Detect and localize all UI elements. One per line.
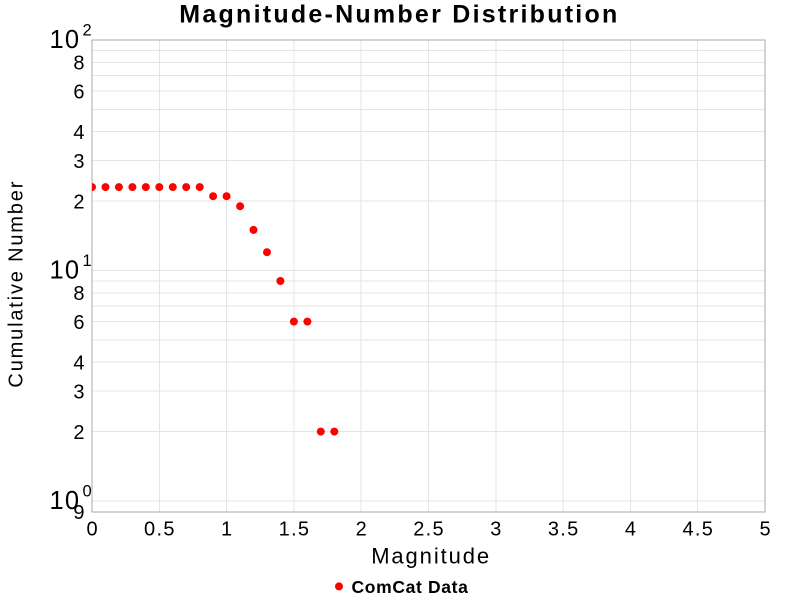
svg-text:10: 10 — [50, 257, 81, 285]
svg-text:10: 10 — [50, 26, 81, 54]
svg-text:2: 2 — [356, 519, 367, 541]
svg-text:2: 2 — [73, 422, 84, 444]
svg-text:1: 1 — [83, 252, 92, 270]
svg-text:0: 0 — [83, 483, 92, 501]
svg-text:6: 6 — [73, 312, 84, 334]
svg-text:4.5: 4.5 — [682, 519, 714, 541]
svg-text:Cumulative Number: Cumulative Number — [6, 180, 28, 388]
svg-text:0: 0 — [86, 519, 97, 541]
svg-text:4: 4 — [625, 519, 636, 541]
svg-text:2: 2 — [83, 22, 92, 40]
svg-text:1.5: 1.5 — [279, 519, 311, 541]
svg-text:1: 1 — [221, 519, 232, 541]
svg-text:3: 3 — [73, 381, 84, 403]
svg-text:2: 2 — [73, 191, 84, 213]
svg-text:4: 4 — [73, 353, 84, 375]
svg-text:4: 4 — [73, 122, 84, 144]
svg-text:8: 8 — [73, 53, 84, 75]
svg-text:9: 9 — [73, 502, 84, 524]
svg-text:6: 6 — [73, 81, 84, 103]
svg-text:Magnitude-Number Distribution: Magnitude-Number Distribution — [179, 1, 619, 29]
svg-text:3.5: 3.5 — [548, 519, 580, 541]
svg-text:5: 5 — [759, 519, 770, 541]
svg-text:10: 10 — [50, 487, 81, 515]
svg-text:3: 3 — [73, 151, 84, 173]
svg-text:ComCat Data: ComCat Data — [352, 577, 469, 597]
svg-text:Magnitude: Magnitude — [371, 543, 491, 568]
svg-text:8: 8 — [73, 283, 84, 305]
svg-text:0.5: 0.5 — [144, 519, 176, 541]
svg-text:2.5: 2.5 — [413, 519, 445, 541]
svg-text:3: 3 — [490, 519, 501, 541]
